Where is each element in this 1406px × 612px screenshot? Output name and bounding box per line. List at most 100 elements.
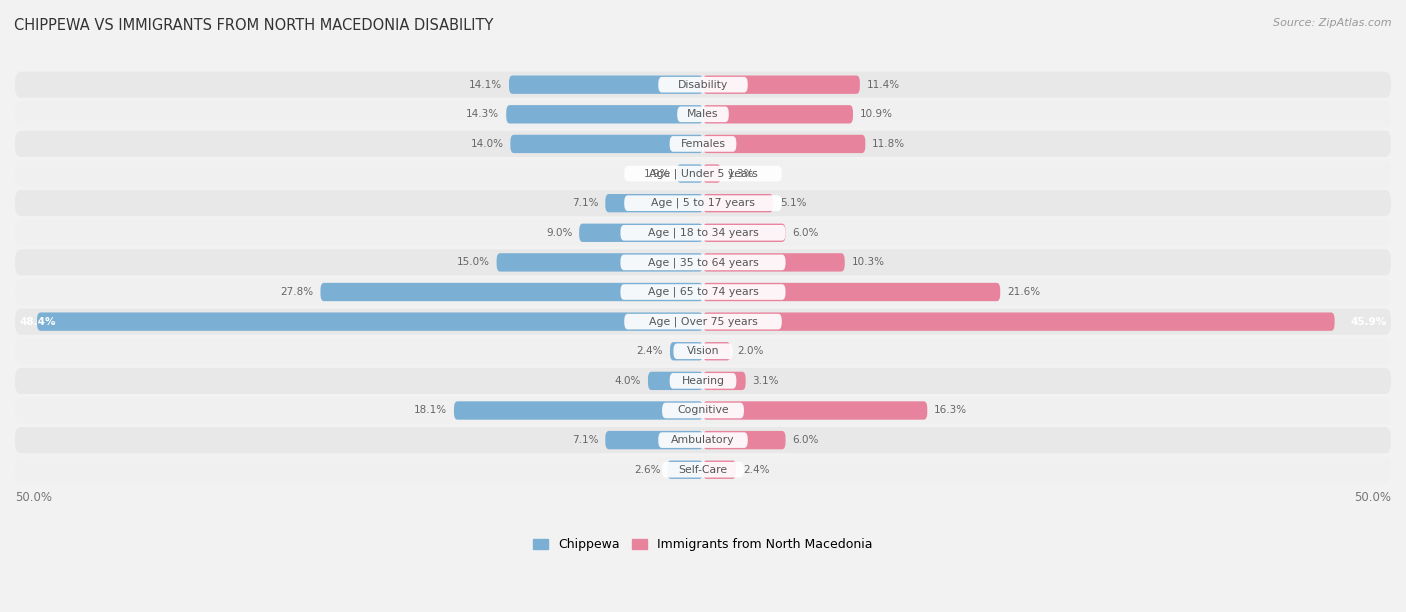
- Text: 2.0%: 2.0%: [737, 346, 763, 356]
- Text: Vision: Vision: [686, 346, 720, 356]
- Text: Age | 35 to 64 years: Age | 35 to 64 years: [648, 257, 758, 267]
- Text: Males: Males: [688, 110, 718, 119]
- Text: Age | 5 to 17 years: Age | 5 to 17 years: [651, 198, 755, 209]
- Text: 27.8%: 27.8%: [280, 287, 314, 297]
- FancyBboxPatch shape: [703, 401, 928, 420]
- FancyBboxPatch shape: [678, 106, 728, 122]
- FancyBboxPatch shape: [15, 190, 1391, 216]
- FancyBboxPatch shape: [671, 342, 703, 360]
- Text: 50.0%: 50.0%: [15, 491, 52, 504]
- FancyBboxPatch shape: [703, 105, 853, 124]
- Text: 10.9%: 10.9%: [860, 110, 893, 119]
- FancyBboxPatch shape: [510, 135, 703, 153]
- FancyBboxPatch shape: [703, 253, 845, 272]
- FancyBboxPatch shape: [15, 249, 1391, 275]
- FancyBboxPatch shape: [658, 432, 748, 448]
- FancyBboxPatch shape: [703, 371, 745, 390]
- Text: Age | 65 to 74 years: Age | 65 to 74 years: [648, 287, 758, 297]
- Text: Age | 18 to 34 years: Age | 18 to 34 years: [648, 228, 758, 238]
- Text: CHIPPEWA VS IMMIGRANTS FROM NORTH MACEDONIA DISABILITY: CHIPPEWA VS IMMIGRANTS FROM NORTH MACEDO…: [14, 18, 494, 34]
- FancyBboxPatch shape: [662, 462, 744, 477]
- FancyBboxPatch shape: [15, 368, 1391, 394]
- Text: Self-Care: Self-Care: [679, 465, 727, 475]
- FancyBboxPatch shape: [15, 338, 1391, 364]
- Text: Cognitive: Cognitive: [678, 406, 728, 416]
- FancyBboxPatch shape: [703, 75, 860, 94]
- FancyBboxPatch shape: [703, 313, 1334, 331]
- Text: 2.4%: 2.4%: [742, 465, 769, 475]
- Legend: Chippewa, Immigrants from North Macedonia: Chippewa, Immigrants from North Macedoni…: [529, 534, 877, 556]
- Text: 50.0%: 50.0%: [1354, 491, 1391, 504]
- Text: 16.3%: 16.3%: [934, 406, 967, 416]
- FancyBboxPatch shape: [703, 135, 865, 153]
- FancyBboxPatch shape: [673, 343, 733, 359]
- FancyBboxPatch shape: [703, 165, 721, 183]
- FancyBboxPatch shape: [15, 308, 1391, 335]
- FancyBboxPatch shape: [15, 101, 1391, 127]
- FancyBboxPatch shape: [668, 461, 703, 479]
- FancyBboxPatch shape: [703, 194, 773, 212]
- Text: 45.9%: 45.9%: [1351, 316, 1386, 327]
- FancyBboxPatch shape: [662, 403, 744, 418]
- Text: 48.4%: 48.4%: [20, 316, 56, 327]
- FancyBboxPatch shape: [703, 461, 735, 479]
- FancyBboxPatch shape: [606, 194, 703, 212]
- Text: 6.0%: 6.0%: [793, 435, 818, 445]
- Text: 11.8%: 11.8%: [872, 139, 905, 149]
- FancyBboxPatch shape: [703, 223, 786, 242]
- Text: Females: Females: [681, 139, 725, 149]
- FancyBboxPatch shape: [15, 131, 1391, 157]
- FancyBboxPatch shape: [606, 431, 703, 449]
- FancyBboxPatch shape: [620, 284, 786, 300]
- Text: 10.3%: 10.3%: [852, 258, 884, 267]
- FancyBboxPatch shape: [703, 342, 731, 360]
- Text: 11.4%: 11.4%: [866, 80, 900, 90]
- Text: 9.0%: 9.0%: [546, 228, 572, 238]
- Text: 14.1%: 14.1%: [470, 80, 502, 90]
- FancyBboxPatch shape: [624, 195, 782, 211]
- FancyBboxPatch shape: [15, 72, 1391, 98]
- FancyBboxPatch shape: [620, 225, 786, 241]
- FancyBboxPatch shape: [648, 371, 703, 390]
- FancyBboxPatch shape: [703, 283, 1000, 301]
- FancyBboxPatch shape: [15, 397, 1391, 424]
- Text: Ambulatory: Ambulatory: [671, 435, 735, 445]
- FancyBboxPatch shape: [620, 255, 786, 271]
- Text: 2.4%: 2.4%: [637, 346, 664, 356]
- FancyBboxPatch shape: [15, 160, 1391, 187]
- FancyBboxPatch shape: [506, 105, 703, 124]
- Text: Age | Under 5 years: Age | Under 5 years: [648, 168, 758, 179]
- Text: 14.3%: 14.3%: [467, 110, 499, 119]
- FancyBboxPatch shape: [321, 283, 703, 301]
- FancyBboxPatch shape: [37, 313, 703, 331]
- Text: 4.0%: 4.0%: [614, 376, 641, 386]
- FancyBboxPatch shape: [15, 220, 1391, 246]
- Text: 7.1%: 7.1%: [572, 435, 599, 445]
- FancyBboxPatch shape: [454, 401, 703, 420]
- FancyBboxPatch shape: [496, 253, 703, 272]
- Text: 15.0%: 15.0%: [457, 258, 489, 267]
- FancyBboxPatch shape: [624, 166, 782, 181]
- FancyBboxPatch shape: [579, 223, 703, 242]
- FancyBboxPatch shape: [669, 373, 737, 389]
- FancyBboxPatch shape: [669, 136, 737, 152]
- Text: 6.0%: 6.0%: [793, 228, 818, 238]
- FancyBboxPatch shape: [676, 165, 703, 183]
- Text: Hearing: Hearing: [682, 376, 724, 386]
- FancyBboxPatch shape: [15, 457, 1391, 483]
- Text: 7.1%: 7.1%: [572, 198, 599, 208]
- Text: 14.0%: 14.0%: [471, 139, 503, 149]
- Text: 21.6%: 21.6%: [1007, 287, 1040, 297]
- Text: Source: ZipAtlas.com: Source: ZipAtlas.com: [1274, 18, 1392, 28]
- FancyBboxPatch shape: [509, 75, 703, 94]
- FancyBboxPatch shape: [15, 279, 1391, 305]
- Text: 1.3%: 1.3%: [728, 168, 754, 179]
- FancyBboxPatch shape: [658, 77, 748, 92]
- Text: Age | Over 75 years: Age | Over 75 years: [648, 316, 758, 327]
- FancyBboxPatch shape: [15, 427, 1391, 453]
- Text: 18.1%: 18.1%: [413, 406, 447, 416]
- Text: 3.1%: 3.1%: [752, 376, 779, 386]
- Text: 5.1%: 5.1%: [780, 198, 807, 208]
- Text: 1.9%: 1.9%: [644, 168, 671, 179]
- FancyBboxPatch shape: [624, 314, 782, 329]
